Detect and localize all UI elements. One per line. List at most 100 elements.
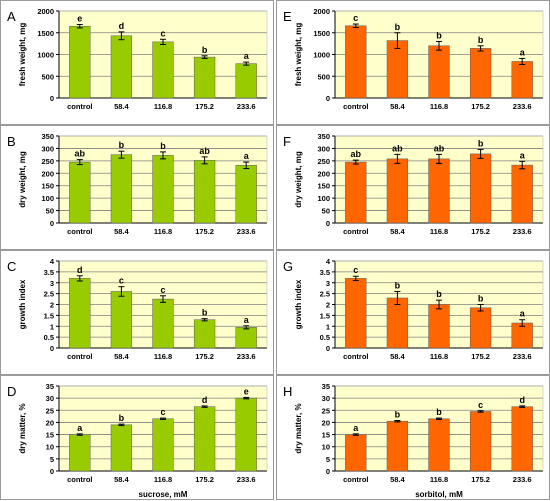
chart-svg-B: 0 50 100 150 200 250 300 350 ab control b 58.4 b 116.… xyxy=(7,132,268,236)
panel-G-growth-index-sorbitol: 0 0.5 1 1.5 2 2.5 3 3.5 4 c control b 58.4 b 116.8 b 175… xyxy=(276,250,550,375)
x-tick-label: 58.4 xyxy=(114,475,129,484)
panel-B-dry-weight-sucrose: 0 50 100 150 200 250 300 350 ab control b 58.4 b 116.… xyxy=(0,125,274,250)
panel-letter: G xyxy=(283,259,293,274)
bar xyxy=(110,35,133,99)
x-tick-label: 58.4 xyxy=(114,227,129,236)
bar xyxy=(428,45,450,99)
panel-D-dry-matter-sucrose: 0 5 10 15 20 25 30 35 a control b 58.4 c 116.8 d 175.2 e… xyxy=(0,375,274,500)
x-tick-label: 233.6 xyxy=(513,227,532,236)
y-tick-label: 35 xyxy=(46,382,54,391)
y-tick-label: 30 xyxy=(46,394,54,403)
x-tick-label: control xyxy=(343,227,368,236)
y-tick-label: 15 xyxy=(46,431,54,440)
bar xyxy=(386,158,409,224)
panel-letter: D xyxy=(7,384,16,399)
y-tick-label: 2.5 xyxy=(44,290,54,299)
panel-letter: A xyxy=(7,9,16,24)
significance-letter: b xyxy=(202,45,208,55)
y-tick-label: 10 xyxy=(322,443,330,452)
y-tick-label: 2000 xyxy=(313,7,330,16)
x-tick-label: 58.4 xyxy=(390,102,405,111)
y-tick-label: 0 xyxy=(326,219,330,228)
significance-letter: c xyxy=(160,285,165,295)
bar xyxy=(386,40,409,99)
y-tick-label: 25 xyxy=(322,406,330,415)
bar xyxy=(110,424,133,472)
x-tick-label: 233.6 xyxy=(237,102,256,111)
y-tick-label: 15 xyxy=(322,431,330,440)
bar xyxy=(235,327,257,349)
significance-letter: b xyxy=(395,409,401,419)
significance-letter: a xyxy=(520,309,526,319)
significance-letter: d xyxy=(77,265,83,275)
x-tick-label: 116.8 xyxy=(430,475,448,484)
y-tick-label: 0 xyxy=(326,94,330,103)
bar xyxy=(69,161,91,224)
bar xyxy=(69,434,91,472)
bar xyxy=(511,164,533,224)
x-tick-label: 175.2 xyxy=(471,227,490,236)
x-tick-label: 58.4 xyxy=(114,102,129,111)
y-tick-label: 250 xyxy=(317,157,330,166)
significance-letter: b xyxy=(202,308,208,318)
y-tick-label: 1500 xyxy=(313,29,330,38)
y-tick-label: 300 xyxy=(317,144,330,153)
bar xyxy=(69,278,91,349)
bar xyxy=(469,48,492,99)
significance-letter: a xyxy=(353,423,359,433)
significance-letter: ab xyxy=(434,143,445,153)
y-tick-label: 100 xyxy=(41,194,54,203)
bar xyxy=(386,297,409,349)
significance-letter: c xyxy=(119,276,124,286)
y-tick-label: 3.5 xyxy=(44,268,54,277)
y-tick-label: 150 xyxy=(317,182,330,191)
x-axis-label: sucrose, mM xyxy=(139,490,188,499)
y-axis-label: dry matter, % xyxy=(18,403,27,453)
panel-H-dry-matter-sorbitol: 0 5 10 15 20 25 30 35 a control b 58.4 b 116.8 c 175.2 d… xyxy=(276,375,550,500)
x-tick-label: 58.4 xyxy=(390,475,405,484)
y-tick-label: 350 xyxy=(317,132,330,141)
significance-letter: b xyxy=(478,138,484,148)
x-tick-label: 233.6 xyxy=(237,352,256,361)
panel-A-fresh-weight-sucrose: 0 500 1000 1500 2000 e control d 58.4 c 116.8 b 175.… xyxy=(0,0,274,125)
significance-letter: a xyxy=(244,315,250,325)
x-tick-label: 233.6 xyxy=(237,475,256,484)
y-tick-label: 35 xyxy=(322,382,330,391)
significance-letter: b xyxy=(478,35,484,45)
significance-letter: a xyxy=(520,150,526,160)
y-tick-label: 0 xyxy=(50,219,54,228)
x-axis-label: sorbitol, mM xyxy=(415,490,463,499)
significance-letter: c xyxy=(478,400,483,410)
x-tick-label: control xyxy=(343,102,368,111)
y-tick-label: 0 xyxy=(50,467,54,476)
significance-letter: b xyxy=(395,22,401,32)
y-tick-label: 300 xyxy=(41,144,54,153)
y-tick-label: 1000 xyxy=(313,51,330,60)
x-tick-label: 116.8 xyxy=(154,227,172,236)
x-tick-label: 116.8 xyxy=(154,102,172,111)
chart-svg-A: 0 500 1000 1500 2000 e control d 58.4 c 116.8 b 175.… xyxy=(7,7,268,111)
y-tick-label: 0 xyxy=(326,344,330,353)
y-tick-label: 0 xyxy=(326,467,330,476)
y-tick-label: 500 xyxy=(41,72,54,81)
panel-letter: C xyxy=(7,259,16,274)
x-tick-label: 116.8 xyxy=(430,227,448,236)
y-tick-label: 350 xyxy=(41,132,54,141)
significance-letter: a xyxy=(244,151,250,161)
y-tick-label: 50 xyxy=(46,207,54,216)
chart-svg-C: 0 0.5 1 1.52 2.5 3 3.5 4 d control c 58.4 c 116.8 b 175… xyxy=(7,257,268,361)
significance-letter: b xyxy=(395,280,401,290)
panel-C-growth-index-sucrose: 0 0.5 1 1.5 2 2.5 3 3.5 4 d control c 58.4 c 116.8 b 175… xyxy=(0,250,274,375)
x-tick-label: 116.8 xyxy=(430,102,448,111)
bar xyxy=(152,298,174,349)
significance-letter: a xyxy=(520,47,526,57)
bar xyxy=(469,307,492,349)
significance-letter: ab xyxy=(351,149,362,159)
y-axis-label: fresh weight, mg xyxy=(18,23,27,87)
y-tick-label: 20 xyxy=(46,418,54,427)
x-tick-label: control xyxy=(67,102,92,111)
significance-letter: e xyxy=(244,386,249,396)
y-tick-label: 2000 xyxy=(37,7,54,16)
y-tick-label: 1 xyxy=(326,322,330,331)
bar xyxy=(511,406,533,472)
